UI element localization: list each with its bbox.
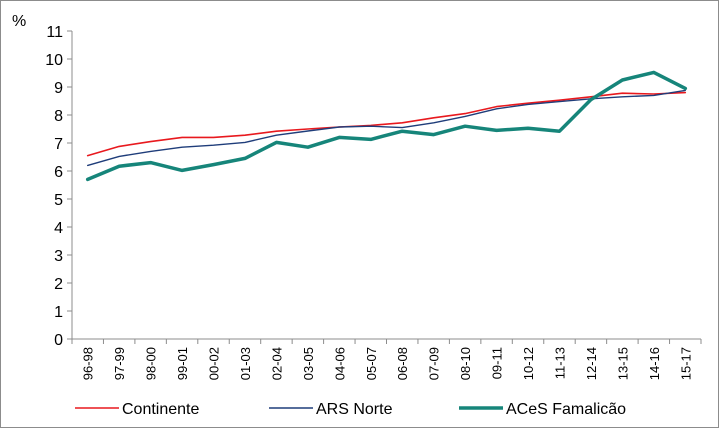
x-tick-label: 07-09: [427, 347, 442, 380]
x-tick-label: 12-14: [584, 347, 599, 380]
x-tick-label: 13-15: [615, 347, 630, 380]
x-tick-label: 98-00: [144, 347, 159, 380]
x-tick-label: 08-10: [458, 347, 473, 380]
x-tick-label: 00-02: [207, 347, 222, 380]
series-line-1: [88, 93, 686, 156]
x-tick-label: 15-17: [678, 347, 693, 380]
x-tick-label: 96-98: [81, 347, 96, 380]
x-tick-label: 11-13: [552, 347, 567, 379]
legend: Continente ARS Norte ACeS Famalicão: [75, 401, 626, 418]
x-tick-label: 06-08: [395, 347, 410, 380]
legend-label: ARS Norte: [316, 401, 393, 418]
y-tick-label: 7: [54, 136, 63, 153]
y-tick-label: 1: [54, 304, 63, 321]
y-tick-label: 6: [54, 164, 63, 181]
x-tick-label: 02-04: [269, 347, 284, 380]
x-tick-label: 10-12: [521, 347, 536, 380]
x-tick-label: 14-16: [647, 347, 662, 380]
y-tick-label: 2: [54, 276, 63, 293]
series-line-3: [88, 72, 686, 179]
y-tick-label: 4: [54, 220, 63, 237]
x-tick-label: 03-05: [301, 347, 316, 380]
y-tick-label: 10: [45, 52, 63, 69]
x-tick-label: 97-99: [112, 347, 127, 380]
x-axis: 96-98 97-99 98-00 99-01 00-02 01-03 02-04 03-05…: [72, 339, 701, 380]
x-tick-label: 01-03: [238, 347, 253, 380]
y-tick-label: 8: [54, 108, 63, 125]
legend-label: Continente: [122, 401, 199, 418]
y-tick-label: 3: [54, 248, 63, 265]
y-tick-label: 0: [54, 332, 63, 349]
y-axis-label: %: [12, 13, 26, 30]
x-tick-label: 99-01: [175, 347, 190, 380]
x-tick-label: 04-06: [332, 347, 347, 380]
x-tick-label: 09-11: [490, 347, 505, 379]
y-tick-label: 9: [54, 80, 63, 97]
series-lines: [88, 72, 686, 179]
y-tick-label: 11: [46, 24, 63, 41]
legend-label: ACeS Famalicão: [506, 401, 626, 418]
series-line-2: [88, 90, 686, 165]
y-axis: 0 1 2 3 4 5 6 7 8 9 10 11: [45, 24, 72, 349]
x-tick-label: 05-07: [364, 347, 379, 380]
y-tick-label: 5: [54, 192, 63, 209]
